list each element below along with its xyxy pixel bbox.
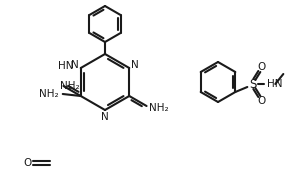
Text: =: = (64, 84, 71, 92)
Text: NH₂: NH₂ (60, 81, 80, 91)
Text: N: N (101, 112, 109, 122)
Text: O: O (24, 158, 32, 168)
Text: O: O (257, 96, 266, 106)
Text: N: N (71, 59, 78, 69)
Text: S: S (250, 78, 257, 91)
Text: HN: HN (267, 79, 283, 89)
Text: NH₂: NH₂ (149, 103, 168, 113)
Text: N: N (131, 59, 139, 69)
Text: O: O (257, 62, 266, 72)
Text: HN: HN (58, 61, 74, 71)
Text: NH₂: NH₂ (39, 89, 59, 99)
